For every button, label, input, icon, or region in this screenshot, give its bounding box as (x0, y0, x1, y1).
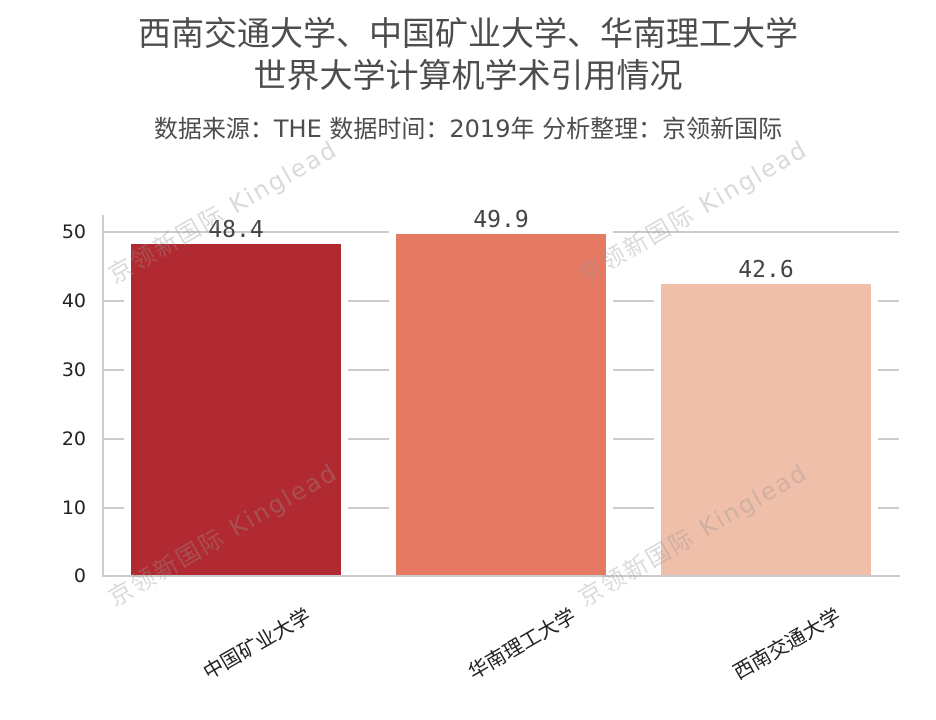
bar-zhongguo-kuangye[interactable] (131, 244, 341, 575)
y-tick-label: 30 (61, 359, 86, 381)
y-tick-label: 0 (73, 565, 86, 587)
y-tick-label: 50 (61, 221, 86, 243)
chart-title-line-1: 西南交通大学、中国矿业大学、华南理工大学 (138, 14, 798, 53)
value-label: 42.6 (738, 257, 794, 283)
y-tick-label: 40 (61, 290, 86, 312)
chart-title-line-2: 世界大学计算机学术引用情况 (253, 56, 683, 95)
x-tick-label: 华南理工大学 (463, 603, 580, 685)
value-label: 49.9 (473, 207, 529, 233)
y-tick-label: 10 (61, 497, 86, 519)
bar-huanan-ligong[interactable] (396, 234, 606, 575)
x-tick-label: 西南交通大学 (728, 603, 845, 685)
value-label: 48.4 (208, 217, 264, 243)
y-tick-label: 20 (61, 428, 86, 450)
chart-subtitle: 数据来源：THE 数据时间：2019年 分析整理：京领新国际 (153, 115, 783, 143)
y-axis-line (102, 215, 104, 577)
bar-xinan-jiaotong[interactable] (661, 284, 871, 575)
x-axis-line (102, 575, 900, 577)
x-tick-label: 中国矿业大学 (198, 603, 315, 685)
